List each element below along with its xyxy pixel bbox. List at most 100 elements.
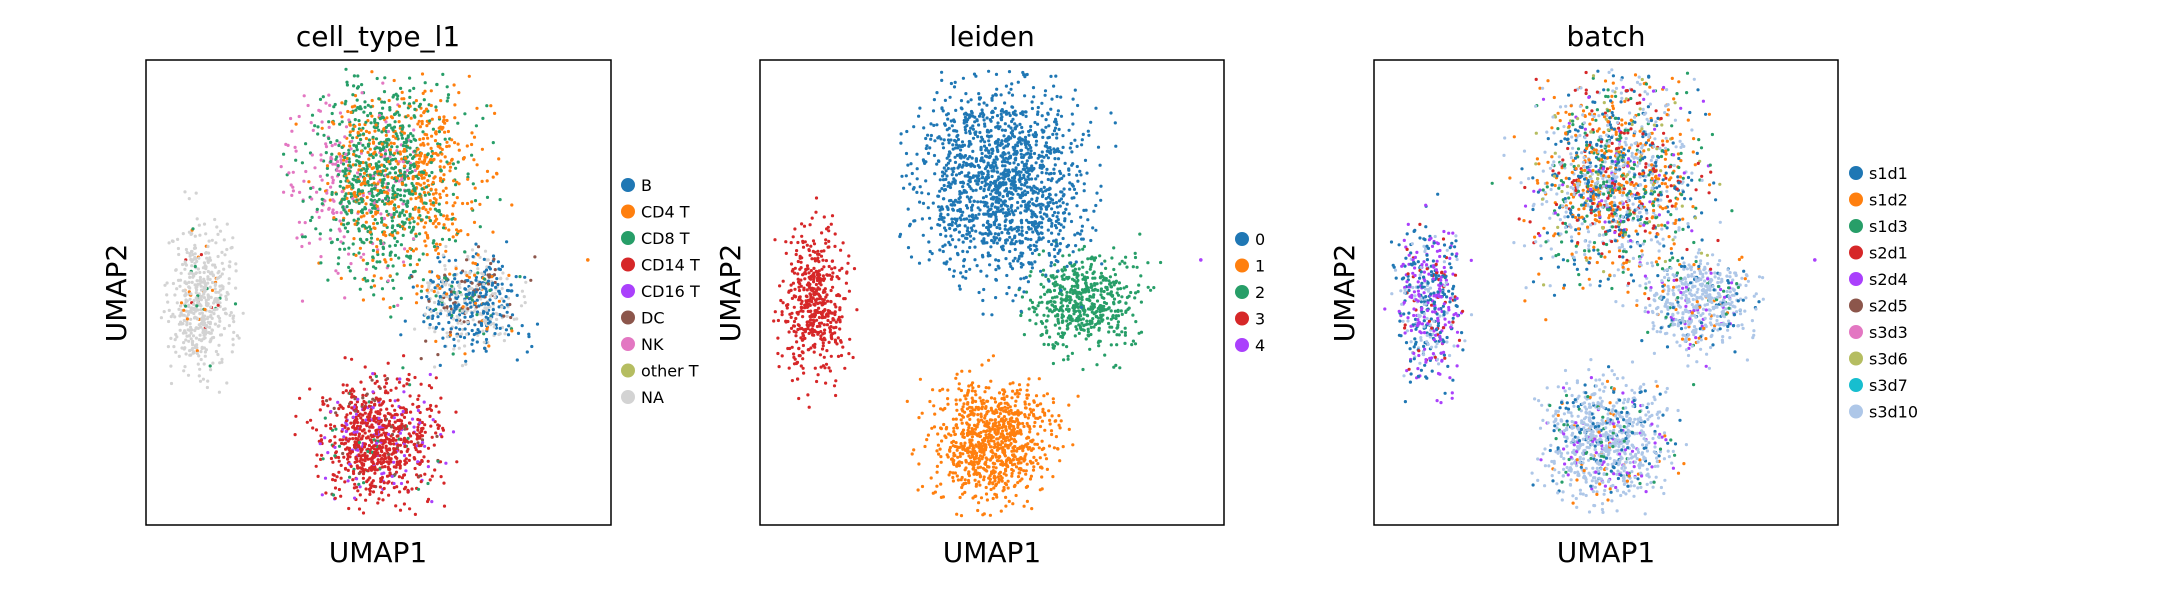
scatter-point [185,317,189,321]
scatter-point [378,454,382,458]
scatter-point [388,467,392,471]
scatter-point [384,417,389,421]
scatter-point [438,126,442,130]
scatter-point [350,182,354,186]
scatter-point [185,309,189,313]
scatter-point [426,459,430,463]
scatter-point [1048,335,1052,339]
scatter-point [1083,158,1088,162]
scatter-point [462,336,467,340]
scatter-point [1082,189,1086,193]
scatter-point [218,319,222,323]
scatter-point [391,278,395,282]
scatter-point [326,451,330,455]
scatter-point [366,114,370,118]
scatter-point [431,326,435,330]
scatter-point [1133,255,1138,260]
scatter-point [230,350,234,354]
scatter-point [378,260,382,264]
scatter-point [471,349,475,353]
legend-marker [621,204,635,219]
scatter-point [339,463,343,467]
scatter-point [474,290,478,294]
scatter-point [404,410,409,414]
scatter-point [453,103,457,107]
scatter-point [386,361,390,365]
scatter-point [389,213,393,217]
scatter-point [191,275,195,279]
scatter-point [441,72,445,76]
scatter-point [362,241,366,245]
scatter-point [206,315,210,319]
scatter-point [203,350,207,354]
scatter-point [324,101,328,105]
scatter-point [834,379,838,383]
scatter-point [402,487,407,491]
scatter-point [186,328,190,332]
scatter-point [514,275,518,279]
scatter-point [442,115,446,119]
scatter-point [1102,304,1106,308]
scatter-point [364,498,368,502]
scatter-point [442,165,446,169]
scatter-point [210,238,214,242]
scatter-point [1039,282,1043,286]
scatter-point [773,310,777,314]
scatter-point [371,265,376,269]
scatter-point [334,269,338,273]
scatter-point [381,453,386,457]
scatter-point [445,292,449,296]
scatter-point [352,143,356,147]
scatter-point [189,337,193,341]
scatter-point [371,206,375,210]
scatter-point [409,410,413,414]
scatter-point [334,192,338,196]
scatter-point [456,160,460,164]
scatter-point [450,222,455,226]
scatter-point [313,124,317,128]
scatter-point [187,230,191,234]
scatter-point [231,316,235,320]
scatter-point [1000,231,1004,235]
scatter-point [1064,299,1068,303]
scatter-point [202,362,206,366]
scatter-point [451,235,455,239]
scatter-point [457,148,461,152]
scatter-point [1066,357,1070,361]
scatter-point [491,301,495,305]
scatter-point [773,238,777,242]
scatter-point [777,365,781,369]
scatter-point [361,396,365,400]
scatter-point [450,284,454,288]
scatter-point [234,262,238,266]
scatter-point [367,404,371,408]
scatter-point [931,109,936,113]
scatter-point [443,276,447,280]
scatter-point [898,232,903,236]
scatter-point [822,315,826,319]
scatter-point [353,222,357,226]
scatter-point [442,306,446,310]
scatter-point [392,196,396,200]
scatter-point [341,162,346,166]
scatter-point [184,304,188,308]
scatter-point [798,295,802,299]
scatter-point [195,317,200,321]
scatter-point [194,271,198,275]
scatter-point [362,387,366,391]
scatter-point [328,397,332,401]
scatter-point [1041,249,1045,253]
scatter-point [187,280,191,284]
scatter-point [396,443,400,447]
scatter-point [348,411,353,415]
scatter-point [217,290,221,294]
scatter-point [233,302,238,306]
scatter-point [428,414,432,418]
scatter-point [524,280,528,284]
scatter-point [478,291,483,295]
scatter-point [402,222,406,226]
scatter-point [1052,276,1056,280]
scatter-point [399,333,403,337]
scatter-point [394,504,398,508]
scatter-point [819,254,824,258]
